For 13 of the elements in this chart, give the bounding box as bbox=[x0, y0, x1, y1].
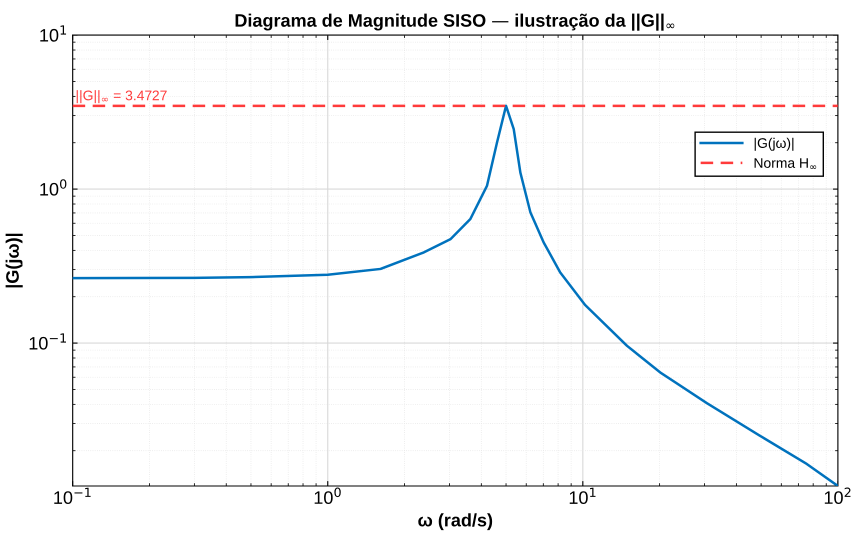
annotation: ||G||$_{∞}$ = 3.4727 bbox=[76, 90, 167, 104]
x-tick-label: 10$^{2}$ bbox=[824, 488, 850, 504]
y-tick-label: 10$^{1}$ bbox=[40, 25, 66, 42]
x-axis-title: ω (rad/s) bbox=[418, 513, 492, 530]
y-axis-title: |G(jω)| bbox=[6, 234, 23, 288]
y-tick-label: 10$^{0}$ bbox=[40, 179, 66, 196]
y-tick-label: 10$^{−1}$ bbox=[30, 333, 66, 350]
legend-label: |G(jω)| bbox=[754, 138, 794, 151]
x-tick-label: 10$^{1}$ bbox=[570, 488, 596, 504]
x-tick-label: 10$^{−1}$ bbox=[54, 488, 91, 504]
legend-label: Norma H$_{∞}$ bbox=[754, 158, 816, 169]
x-tick-label: 10$^{0}$ bbox=[314, 488, 341, 504]
chart-title: Diagrama de Magnitude SISO — ilustração da ||G||$_{∞}$ bbox=[236, 14, 674, 31]
